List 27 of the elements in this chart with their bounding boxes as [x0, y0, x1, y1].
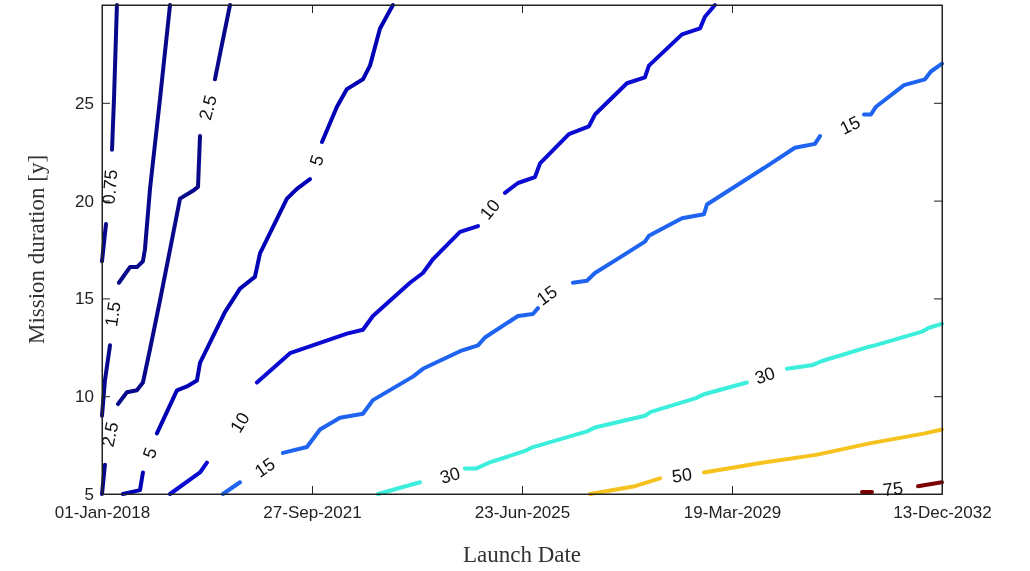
text: 5 — [305, 152, 328, 169]
text: 75 — [881, 477, 905, 501]
y-tick-label: 5 — [84, 484, 94, 504]
text: 10 — [475, 195, 505, 224]
text: 50 — [670, 464, 694, 487]
text: 15 — [836, 111, 864, 139]
text: 5 — [138, 444, 162, 462]
text: 30 — [437, 462, 463, 488]
y-tick-label: 20 — [75, 191, 94, 211]
x-tick-label: 23-Jun-2025 — [474, 503, 571, 523]
text: 15 — [532, 281, 561, 310]
text: 1.5 — [101, 300, 125, 328]
text: 2.5 — [97, 420, 123, 449]
text: 0.75 — [98, 168, 122, 206]
y-tick-label: 10 — [75, 387, 94, 407]
y-tick-label: 15 — [75, 289, 94, 309]
x-tick-label: 01-Jan-2018 — [54, 503, 151, 523]
x-axis-title: Launch Date — [462, 542, 582, 567]
text: 2.5 — [195, 93, 221, 123]
x-tick-label: 13-Dec-2032 — [893, 503, 992, 523]
text: 15 — [251, 453, 279, 482]
x-tick-label: 27-Sep-2021 — [263, 503, 362, 523]
y-tick-label: 25 — [75, 93, 94, 113]
text: 30 — [752, 362, 778, 389]
y-axis-title: Mission duration [y] — [24, 154, 49, 345]
text: 10 — [226, 408, 254, 437]
x-tick-label: 19-Mar-2029 — [683, 503, 782, 523]
